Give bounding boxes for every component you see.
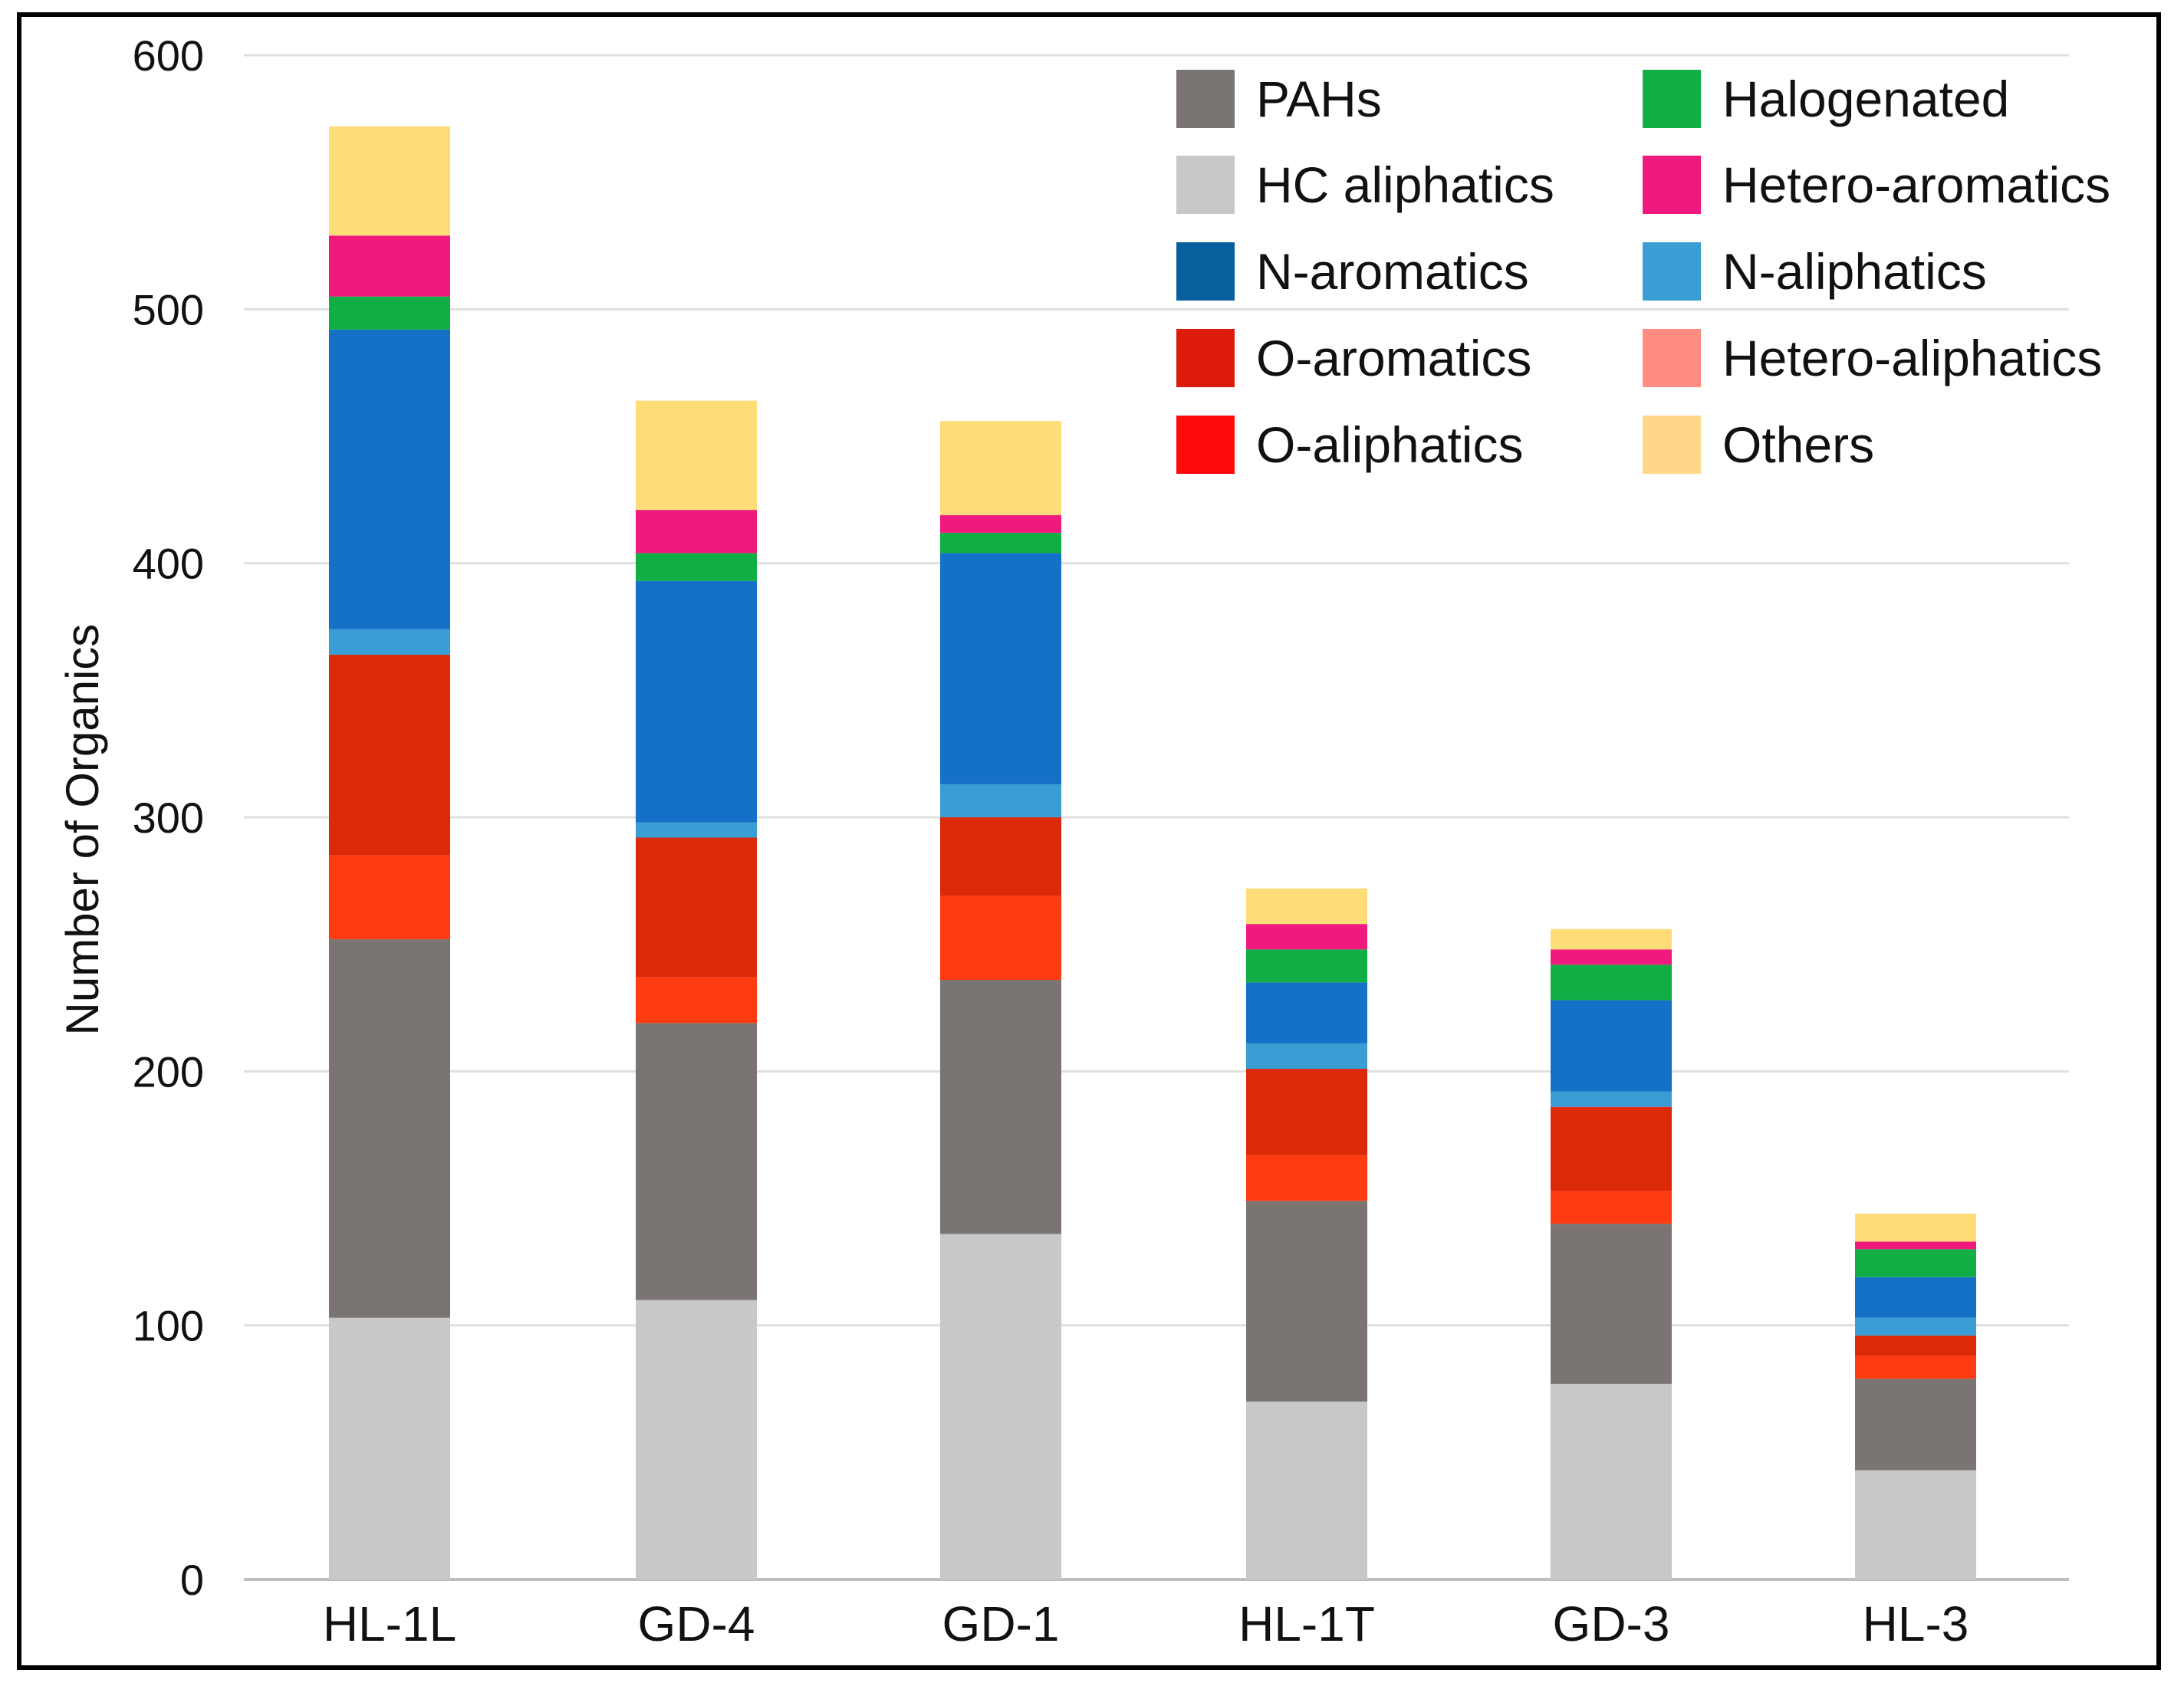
bar-gd-1-hc-aliphatics [940,1234,1061,1579]
bar-gd-4-others [636,400,757,511]
bar-hl-1t-hc-aliphatics [1246,1402,1367,1579]
y-axis-label: Number of Organics [57,624,108,1036]
bar-hl-1t-others [1246,888,1367,925]
x-tick-label: GD-1 [942,1596,1060,1651]
y-tick-label: 300 [133,794,204,842]
legend-label-others: Others [1722,416,1874,473]
legend-swatch-n-aliphatics [1643,242,1701,301]
legend-label-n-aliphatics: N-aliphatics [1722,243,1987,300]
y-tick-label: 500 [133,285,204,334]
bar-gd-3-o-aromatics [1551,1106,1672,1191]
bar-gd-3-n-aromatics [1551,1000,1672,1092]
bar-gd-1-n-aliphatics [940,784,1061,817]
legend-label-halogenated: Halogenated [1722,71,2009,127]
bar-gd-1-others [940,421,1061,515]
y-tick-label: 100 [133,1302,204,1350]
bar-gd-4-o-aliphatics [636,977,757,1024]
bars [329,126,1976,1579]
y-tick-label: 600 [133,31,204,80]
bar-gd-3-others [1551,928,1672,950]
y-tick-label: 0 [180,1556,204,1604]
bar-gd-4-pahs [636,1023,757,1300]
bar-hl-1t-pahs [1246,1201,1367,1402]
bar-gd-4-o-aromatics [636,837,757,978]
bar-hl-1l-pahs [329,939,450,1318]
bar-hl-1l-hetero-aromatics [329,235,450,297]
legend-label-n-aromatics: N-aromatics [1256,243,1529,300]
bar-hl-1l-hc-aliphatics [329,1317,450,1579]
y-tick-label: 200 [133,1047,204,1096]
bar-gd-3-pahs [1551,1224,1672,1384]
chart-frame: 0 100 200 300 400 500 600 HL-1L GD-4 GD-1 HL-1T GD-… [17,12,2161,1670]
bar-hl-1l-others [329,126,450,236]
legend-swatch-hetero-aliphatics [1643,329,1701,387]
bar-hl-1l-o-aromatics [329,654,450,856]
legend: PAHs Halogenated HC aliphatics Hetero-aroma… [1176,70,2110,474]
bar-hl-3-pahs [1855,1379,1976,1471]
bar-hl-1t-n-aliphatics [1246,1043,1367,1070]
bar-gd-4-n-aromatics [636,580,757,823]
legend-label-hetero-aliphatics: Hetero-aliphatics [1722,330,2102,386]
bar-hl-1t-halogenated [1246,949,1367,983]
bar-hl-3-n-aliphatics [1855,1317,1976,1336]
bar-hl-1t-o-aromatics [1246,1069,1367,1155]
bar-hl-3-o-aliphatics [1855,1356,1976,1379]
legend-swatch-hetero-aromatics [1643,156,1701,214]
legend-swatch-o-aromatics [1176,329,1235,387]
bar-gd-3-o-aliphatics [1551,1191,1672,1224]
x-tick-label: GD-4 [638,1596,755,1651]
bar-gd-3-hetero-aromatics [1551,949,1672,965]
legend-label-o-aliphatics: O-aliphatics [1256,416,1523,473]
legend-swatch-halogenated [1643,70,1701,128]
bar-gd-4-n-aliphatics [636,822,757,838]
bar-gd-4-hc-aliphatics [636,1300,757,1579]
bar-hl-3-others [1855,1213,1976,1242]
bar-hl-3-hc-aliphatics [1855,1470,1976,1579]
bar-hl-1t-n-aromatics [1246,982,1367,1043]
bar-gd-3-hc-aliphatics [1551,1383,1672,1579]
legend-label-hc-aliphatics: HC aliphatics [1256,156,1554,213]
bar-gd-1-n-aromatics [940,553,1061,784]
bar-hl-3-n-aromatics [1855,1277,1976,1318]
bar-hl-1l-n-aliphatics [329,629,450,655]
bar-gd-4-hetero-aromatics [636,510,757,554]
legend-swatch-o-aliphatics [1176,416,1235,474]
bar-gd-1-hetero-aromatics [940,514,1061,533]
bar-hl-1t-o-aliphatics [1246,1155,1367,1201]
bar-gd-1-o-aliphatics [940,896,1061,981]
x-tick-label: HL-1L [323,1596,456,1651]
legend-label-o-aromatics: O-aromatics [1256,330,1531,386]
bar-gd-1-halogenated [940,532,1061,554]
legend-swatch-hc-aliphatics [1176,156,1235,214]
axes: 0 100 200 300 400 500 600 HL-1L GD-4 GD-1 HL-1T GD-… [133,31,1969,1651]
x-tick-label: GD-3 [1553,1596,1670,1651]
bar-gd-4-halogenated [636,553,757,581]
bar-gd-3-halogenated [1551,965,1672,1001]
stacked-bar-chart: 0 100 200 300 400 500 600 HL-1L GD-4 GD-1 HL-1T GD-… [57,31,2110,1651]
bar-hl-3-o-aromatics [1855,1335,1976,1356]
y-tick-label: 400 [133,540,204,588]
bar-hl-1l-n-aromatics [329,329,450,629]
gridlines [244,54,2069,1581]
x-tick-label: HL-3 [1863,1596,1969,1651]
bar-gd-1-o-aromatics [940,817,1061,896]
bar-hl-1l-halogenated [329,296,450,330]
legend-label-hetero-aromatics: Hetero-aromatics [1722,156,2110,213]
bar-gd-3-n-aliphatics [1551,1091,1672,1107]
legend-swatch-n-aromatics [1176,242,1235,301]
bar-hl-3-halogenated [1855,1249,1976,1277]
legend-swatch-others [1643,416,1701,474]
bar-hl-1t-hetero-aromatics [1246,924,1367,950]
bar-hl-3-hetero-aromatics [1855,1241,1976,1250]
bar-hl-1l-o-aliphatics [329,855,450,940]
legend-swatch-pahs [1176,70,1235,128]
bar-gd-1-pahs [940,980,1061,1234]
x-tick-label: HL-1T [1238,1596,1375,1651]
legend-label-pahs: PAHs [1256,71,1382,127]
